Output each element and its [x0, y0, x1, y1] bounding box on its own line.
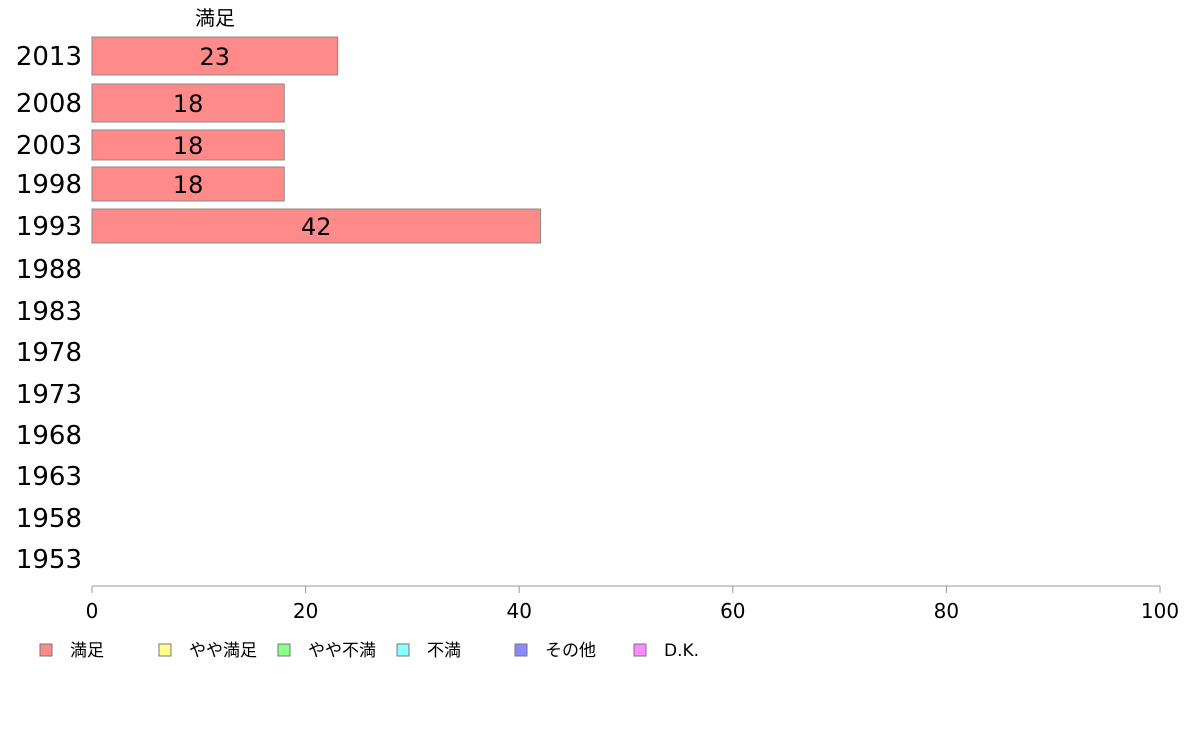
column-header: 満足 [195, 6, 235, 30]
data-label-2013: 23 [200, 43, 231, 71]
bar-2008 [91, 83, 285, 123]
data-label-2003: 18 [173, 132, 204, 160]
x-tick-label-40: 40 [506, 599, 531, 623]
legend-swatch-3 [396, 643, 410, 657]
bar-2003 [91, 129, 285, 161]
y-label-1973: 1973 [16, 380, 82, 410]
legend-label-3: 不満 [427, 641, 461, 661]
legend-label-0: 満足 [70, 641, 104, 661]
legend-swatch-1 [158, 643, 172, 657]
x-tick-label-20: 20 [293, 599, 318, 623]
y-label-1988: 1988 [16, 255, 82, 285]
data-label-2008: 18 [173, 90, 204, 118]
bar-2013 [91, 36, 339, 76]
legend-swatch-4 [514, 643, 528, 657]
legend-label-4: その他 [545, 641, 596, 661]
y-axis-labels: 2013 2008 2003 1998 1993 1988 1983 1978 1973 1968… [16, 42, 82, 575]
x-tick-label-100: 100 [1141, 599, 1179, 623]
legend: 満足 やや満足 やや不満 不満 その他 D.K. [39, 641, 699, 661]
y-label-1993: 1993 [16, 212, 82, 242]
x-axis: 0 20 40 60 80 100 [86, 585, 1179, 623]
x-tick-label-80: 80 [934, 599, 959, 623]
legend-swatch-0 [39, 643, 53, 657]
y-label-1958: 1958 [16, 504, 82, 534]
legend-label-1: やや満足 [189, 641, 257, 661]
y-label-1983: 1983 [16, 297, 82, 327]
y-label-1953: 1953 [16, 545, 82, 575]
x-tick-label-60: 60 [720, 599, 745, 623]
bar-1998 [91, 166, 285, 202]
y-label-1968: 1968 [16, 421, 82, 451]
legend-swatch-2 [277, 643, 291, 657]
y-label-1998: 1998 [16, 170, 82, 200]
legend-label-2: やや不満 [308, 641, 376, 661]
legend-swatch-5 [633, 643, 647, 657]
bars: 23 18 18 18 42 [91, 36, 542, 244]
y-label-2003: 2003 [16, 131, 82, 161]
y-label-1978: 1978 [16, 338, 82, 368]
y-label-1963: 1963 [16, 462, 82, 492]
y-label-2008: 2008 [16, 89, 82, 119]
bar-1993 [91, 208, 542, 244]
legend-label-5: D.K. [664, 641, 699, 661]
data-label-1993: 42 [301, 213, 332, 241]
y-label-2013: 2013 [16, 42, 82, 72]
x-tick-label-0: 0 [86, 599, 99, 623]
data-label-1998: 18 [173, 171, 204, 199]
